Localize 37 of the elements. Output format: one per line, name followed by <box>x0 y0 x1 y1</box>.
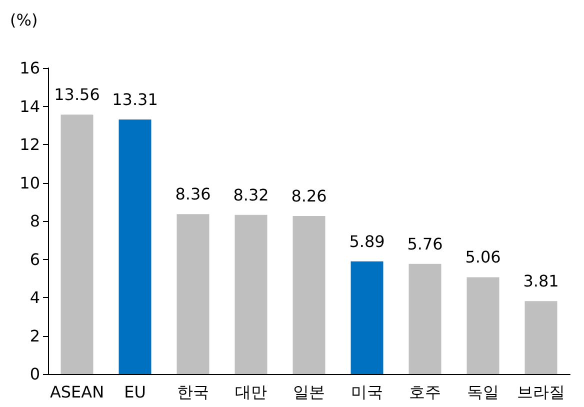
x-tick-label: 브라질 <box>517 382 565 402</box>
y-tick-label: 6 <box>30 250 40 269</box>
data-label: 3.81 <box>523 272 559 291</box>
y-tick-label: 2 <box>30 326 40 346</box>
data-label: 8.26 <box>291 186 327 206</box>
y-tick-label: 16 <box>20 58 40 78</box>
y-tick-label: 0 <box>30 364 40 384</box>
x-tick-label: 대만 <box>235 382 267 402</box>
x-tick-label: 독일 <box>467 382 499 402</box>
data-label: 5.06 <box>465 248 501 267</box>
data-label: 13.31 <box>112 90 158 109</box>
bar <box>408 264 442 374</box>
data-label: 13.56 <box>54 85 100 104</box>
bar <box>350 261 384 374</box>
x-tick-label: EU <box>124 382 146 402</box>
y-tick-label: 10 <box>20 173 40 192</box>
bar <box>292 216 326 374</box>
y-tick-label: 8 <box>30 212 40 230</box>
bar <box>524 301 558 374</box>
data-label: 5.76 <box>407 234 443 254</box>
bar <box>118 119 152 374</box>
x-tick-label: 호주 <box>409 382 441 402</box>
bar <box>60 114 94 374</box>
y-axis-title: (%) <box>10 10 38 30</box>
data-label: 8.32 <box>233 185 269 204</box>
x-tick-label: 한국 <box>177 382 209 402</box>
y-tick-label: 4 <box>30 288 40 307</box>
bar <box>176 214 210 374</box>
bar <box>234 214 268 374</box>
y-tick-label: 12 <box>20 135 40 154</box>
bar <box>466 277 500 374</box>
x-tick-label: ASEAN <box>50 382 104 402</box>
x-tick-label: 미국 <box>351 382 383 402</box>
data-label: 5.89 <box>349 232 385 251</box>
y-tick-label: 14 <box>20 96 40 116</box>
x-tick-label: 일본 <box>293 382 325 402</box>
data-label: 8.36 <box>175 184 211 204</box>
